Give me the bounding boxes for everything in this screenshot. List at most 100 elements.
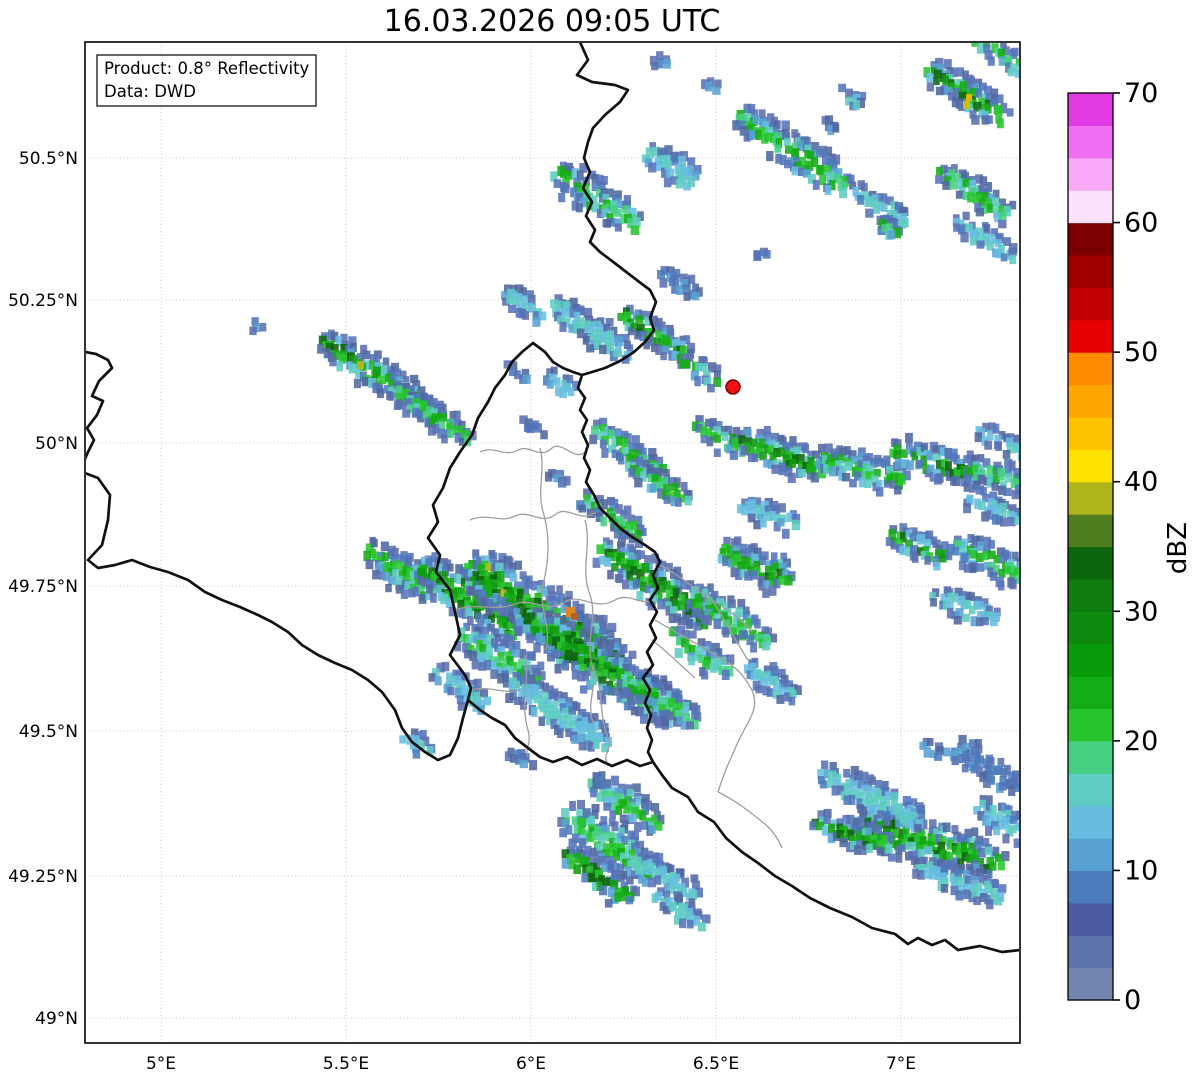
- y-tick-label: 49.75°N: [8, 577, 78, 597]
- colorbar-segment: [1068, 870, 1113, 904]
- echo-band: [973, 795, 1019, 848]
- colorbar-tick-label: 50: [1124, 337, 1158, 368]
- intense-echo-pixel: [966, 94, 972, 101]
- echo-band: [550, 294, 634, 364]
- echo-band: [505, 670, 613, 753]
- y-tick-label: 50°N: [35, 434, 78, 454]
- echo-band: [876, 214, 902, 240]
- echo-band: [717, 536, 796, 598]
- colorbar-segment: [1068, 190, 1113, 224]
- echo-band: [817, 760, 926, 833]
- colorbar-segment: [1068, 384, 1113, 418]
- colorbar-segment: [1068, 967, 1113, 1001]
- page-title: 16.03.2026 09:05 UTC: [384, 4, 721, 39]
- colorbar-segment: [1068, 643, 1113, 677]
- echo-band: [543, 366, 580, 399]
- country-border-line: [575, 43, 658, 377]
- district-border-line: [479, 445, 586, 456]
- intense-echo-pixel: [566, 607, 575, 617]
- colorbar-tick-label: 40: [1124, 467, 1158, 498]
- radar-site-marker: [725, 379, 741, 395]
- district-border-line: [717, 791, 783, 849]
- district-border-line: [651, 639, 696, 679]
- colorbar-tick-label: 60: [1124, 208, 1158, 239]
- intense-echo-pixel: [571, 613, 577, 620]
- country-border-line: [531, 341, 584, 377]
- data-source-label: Data: DWD: [104, 82, 196, 101]
- y-tick-label: 49.5°N: [19, 722, 78, 742]
- colorbar-tick-label: 10: [1124, 855, 1158, 886]
- district-border-line: [654, 619, 756, 793]
- colorbar-segment: [1068, 157, 1113, 191]
- echo-band: [952, 211, 1018, 265]
- echo-band: [971, 43, 1019, 78]
- echo-band: [649, 51, 671, 71]
- echo-band: [668, 625, 735, 680]
- echo-band: [679, 353, 722, 393]
- y-tick-label: 50.25°N: [8, 291, 78, 311]
- echo-band: [504, 747, 538, 771]
- echo-band: [963, 484, 1019, 527]
- intense-echo-pixel: [963, 101, 970, 109]
- echo-band: [929, 586, 1001, 627]
- colorbar-segment: [1068, 481, 1113, 515]
- x-tick-label: 6°E: [516, 1054, 546, 1074]
- colorbar-segment: [1068, 805, 1113, 839]
- colorbar-segment: [1068, 222, 1113, 256]
- echo-band: [885, 523, 953, 571]
- echo-band: [919, 737, 944, 761]
- x-tick-label: 5°E: [146, 1054, 176, 1074]
- district-border-line: [524, 654, 530, 758]
- echo-band: [974, 422, 1019, 462]
- echo-band: [501, 284, 547, 327]
- echo-band: [809, 808, 894, 856]
- echo-band: [561, 845, 640, 908]
- colorbar-segment: [1068, 773, 1113, 807]
- echo-band: [701, 77, 722, 95]
- x-tick-label: 5.5°E: [323, 1054, 369, 1074]
- district-border-line: [539, 447, 549, 651]
- country-border-line: [426, 341, 655, 768]
- echo-band: [657, 266, 703, 301]
- echo-band: [249, 317, 267, 336]
- colorbar-segment: [1068, 319, 1113, 353]
- echo-band: [641, 142, 702, 191]
- colorbar: 0 10 20 30 40 50 60 70: [1067, 78, 1158, 1016]
- echo-band: [514, 607, 683, 730]
- colorbar-unit-label: dBZ: [1163, 522, 1193, 574]
- colorbar-tick-label: 0: [1124, 985, 1141, 1016]
- colorbar-segment: [1068, 254, 1113, 288]
- echo-band: [729, 425, 830, 483]
- echo-band: [387, 380, 477, 447]
- colorbar-segment: [1068, 125, 1113, 159]
- echo-band: [923, 57, 1014, 129]
- colorbar-segment: [1068, 514, 1113, 548]
- colorbar-segment: [1068, 546, 1113, 580]
- district-border-line: [469, 687, 521, 693]
- colorbar-tick-label: 20: [1124, 726, 1158, 757]
- echo-band: [732, 103, 855, 199]
- echo-band: [935, 164, 1017, 229]
- echo-band: [363, 536, 441, 604]
- echo-band: [624, 456, 693, 507]
- colorbar-segment: [1068, 352, 1113, 386]
- product-label: Product: 0.8° Reflectivity: [104, 59, 310, 78]
- district-border-line: [711, 599, 749, 661]
- colorbar-segment: [1068, 578, 1113, 612]
- echo-band: [753, 247, 771, 261]
- y-axis-labels: 50.5°N 50.25°N 50°N 49.75°N 49.5°N 49.25°N 49°…: [8, 149, 78, 1029]
- echo-band: [821, 115, 840, 136]
- district-border-line: [591, 664, 610, 763]
- map-background: [85, 42, 1020, 1043]
- echo-band: [616, 663, 702, 730]
- echo-band: [544, 469, 571, 488]
- colorbar-segment: [1068, 611, 1113, 645]
- echo-band: [960, 454, 1019, 500]
- colorbar-segment: [1068, 708, 1113, 742]
- district-border-line: [454, 596, 653, 611]
- country-borders: [86, 43, 1019, 954]
- product-info-box: Product: 0.8° Reflectivity Data: DWD: [96, 54, 317, 107]
- colorbar-segment: [1068, 740, 1113, 774]
- echo-band: [503, 360, 531, 384]
